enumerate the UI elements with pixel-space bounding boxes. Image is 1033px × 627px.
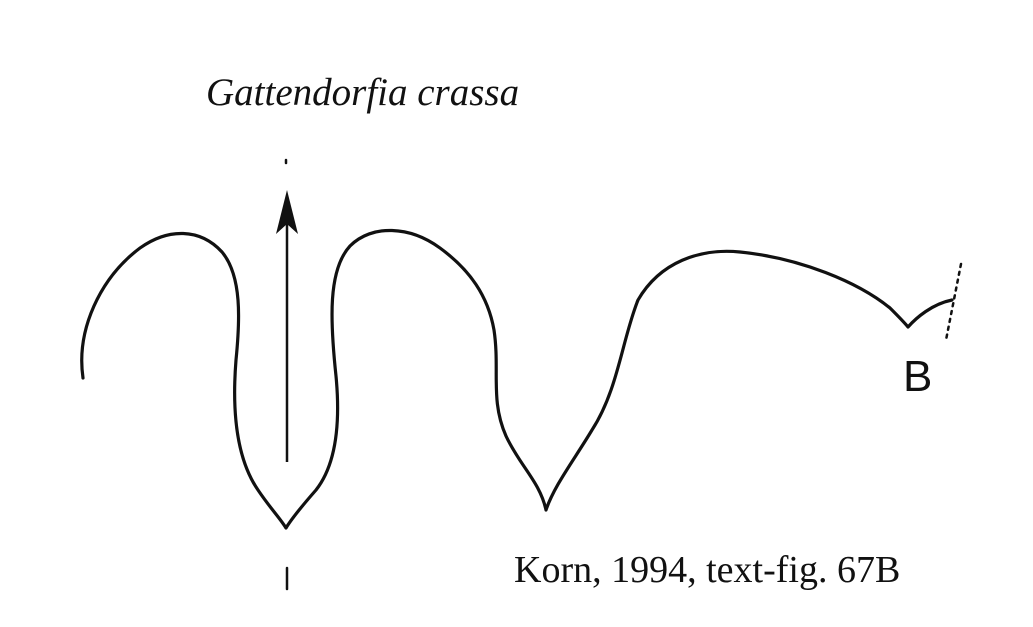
figure-title: Gattendorfia crassa bbox=[206, 71, 520, 114]
axis-arrowhead bbox=[276, 190, 298, 234]
figure-citation: Korn, 1994, text-fig. 67B bbox=[514, 549, 901, 591]
suture-line bbox=[80, 228, 954, 530]
marker-label: B bbox=[903, 352, 933, 401]
dotted-continuation bbox=[944, 262, 963, 342]
